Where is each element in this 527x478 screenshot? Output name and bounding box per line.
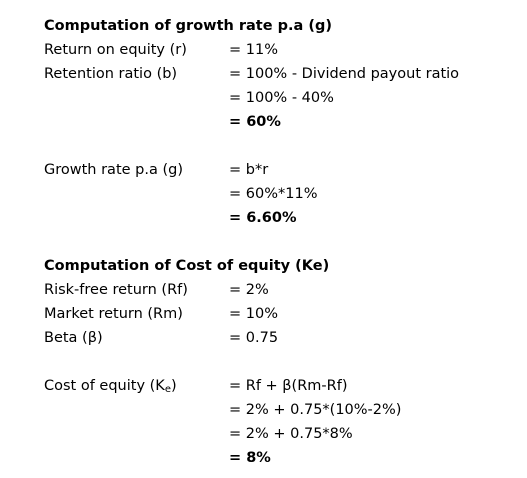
cost-of-equity-step-3: = 2% + 0.75*8% bbox=[229, 426, 353, 442]
cost-of-equity-label: Cost of equity (Ke) bbox=[44, 376, 177, 396]
retention-step-2: = 100% - 40% bbox=[229, 90, 334, 106]
cost-of-equity-step-1: = Rf + β(Rm-Rf) bbox=[229, 378, 348, 394]
cost-of-equity-label-main: Cost of equity (K bbox=[44, 378, 165, 394]
beta-value: = 0.75 bbox=[229, 330, 279, 346]
roe-value: = 11% bbox=[229, 42, 278, 58]
roe-label: Return on equity (r) bbox=[44, 42, 187, 58]
cost-of-equity-heading: Computation of Cost of equity (Ke) bbox=[44, 258, 330, 274]
risk-free-label: Risk-free return (Rf) bbox=[44, 282, 188, 298]
market-return-label: Market return (Rm) bbox=[44, 306, 183, 322]
growth-rate-result: = 6.60% bbox=[229, 210, 297, 226]
cost-of-equity-label-close: ) bbox=[170, 378, 177, 394]
retention-label: Retention ratio (b) bbox=[44, 66, 178, 82]
market-return-value: = 10% bbox=[229, 306, 278, 322]
risk-free-value: = 2% bbox=[229, 282, 269, 298]
retention-result: = 60% bbox=[229, 114, 281, 130]
growth-heading: Computation of growth rate p.a (g) bbox=[44, 18, 332, 34]
beta-label: Beta (β) bbox=[44, 330, 103, 346]
cost-of-equity-result: = 8% bbox=[229, 450, 271, 466]
cost-of-equity-step-2: = 2% + 0.75*(10%-2%) bbox=[229, 402, 402, 418]
cost-of-equity-label-subscript: e bbox=[164, 384, 171, 395]
growth-rate-step-1: = b*r bbox=[229, 162, 269, 178]
retention-step-1: = 100% - Dividend payout ratio bbox=[229, 66, 460, 82]
growth-rate-label: Growth rate p.a (g) bbox=[44, 162, 183, 178]
growth-rate-step-2: = 60%*11% bbox=[229, 186, 318, 202]
